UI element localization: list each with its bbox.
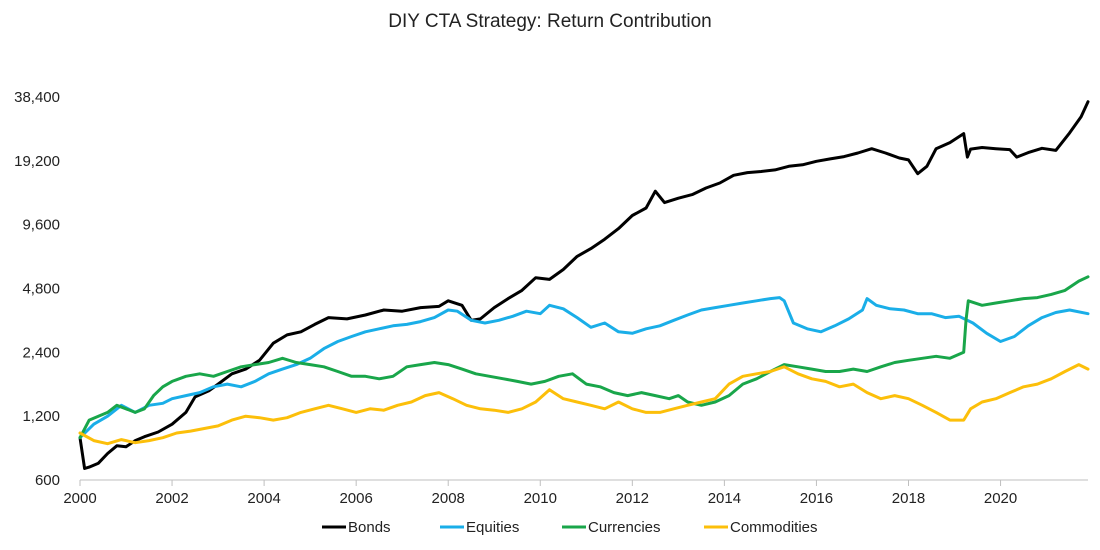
x-tick-label: 2004 [247,490,280,507]
x-tick-label: 2014 [708,490,741,507]
series-line-currencies [78,275,1090,440]
x-tick-label: 2020 [984,490,1017,507]
x-tick-label: 2018 [892,490,925,507]
x-tick-label: 2012 [616,490,649,507]
x-tick-label: 2000 [63,490,96,507]
y-tick-label: 1,200 [22,408,60,425]
legend-label-commodities: Commodities [730,519,818,536]
legend-label-equities: Equities [466,519,519,536]
x-tick-label: 2008 [432,490,465,507]
x-tick-label: 2016 [800,490,833,507]
y-axis-ticks: 600 1,200 2,400 4,800 9,600 19,200 38,400 [14,89,60,489]
x-tick-label: 2002 [155,490,188,507]
legend-label-bonds: Bonds [348,519,391,536]
series-line-commodities [78,363,1090,446]
x-tick-label: 2006 [339,490,372,507]
y-tick-label: 600 [35,472,60,489]
y-tick-label: 38,400 [14,89,60,106]
legend-label-currencies: Currencies [588,519,661,536]
series-line-equities [78,296,1090,440]
series-group [78,100,1090,470]
legend: Bonds Equities Currencies Commodities [322,519,818,536]
x-tick-label: 2010 [524,490,557,507]
y-tick-label: 4,800 [22,281,60,298]
chart-title: DIY CTA Strategy: Return Contribution [388,11,712,32]
y-tick-label: 9,600 [22,217,60,234]
x-axis-ticks: 2000 2002 2004 2006 2008 2010 2012 2014 2016 2018… [63,480,1017,507]
y-tick-label: 2,400 [22,344,60,361]
y-tick-label: 19,200 [14,153,60,170]
